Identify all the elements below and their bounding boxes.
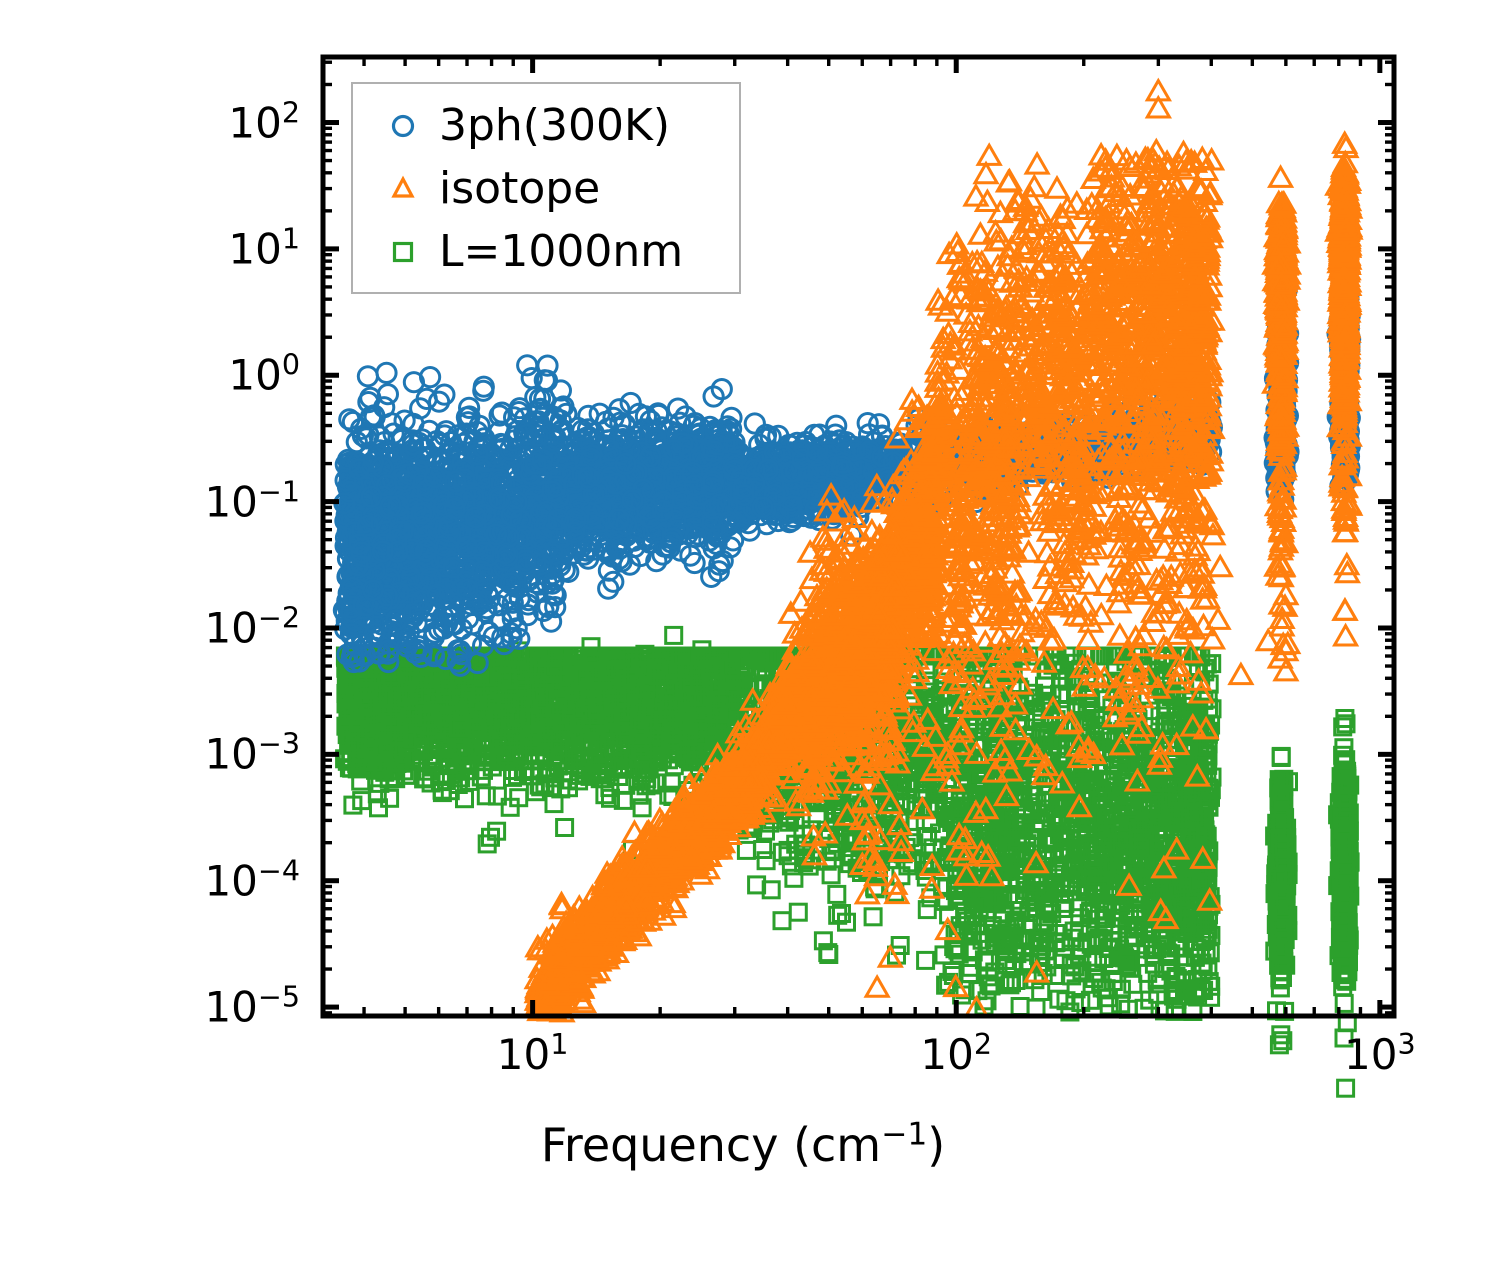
x-axis-title-exponent: −1 <box>881 1116 928 1153</box>
y-tick-label: 100 <box>228 347 300 400</box>
series-points-isotope <box>523 77 1364 1023</box>
y-tick-label: 10−4 <box>204 853 300 906</box>
legend-label-isotope: isotope <box>439 163 601 214</box>
x-axis-title: Frequency (cm−1) <box>540 1116 946 1172</box>
legend-item-3ph[interactable]: 3ph(300K) <box>367 94 725 157</box>
y-tick-label: 102 <box>228 95 300 148</box>
chart-legend: 3ph(300K) isotope L=1000nm <box>351 82 741 294</box>
x-tick-label: 103 <box>1344 1027 1416 1079</box>
legend-marker-triangle-icon <box>367 172 439 206</box>
y-tick-label: 101 <box>228 221 300 274</box>
legend-marker-circle-icon <box>367 109 439 143</box>
data-points-layer <box>332 77 1364 1098</box>
x-tick-label: 101 <box>496 1027 569 1079</box>
axes-layer <box>320 54 1397 1019</box>
x-tick-label: 102 <box>920 1027 993 1079</box>
legend-label-boundary: L=1000nm <box>439 226 684 277</box>
y-tick-label: 10−1 <box>204 474 300 527</box>
legend-item-boundary[interactable]: L=1000nm <box>367 220 725 283</box>
y-tick-label: 10−2 <box>204 600 300 653</box>
y-tick-label: 10−3 <box>204 726 300 779</box>
y-tick-label: 10−5 <box>204 979 300 1032</box>
legend-marker-square-icon <box>367 235 439 269</box>
legend-label-3ph: 3ph(300K) <box>439 100 670 151</box>
legend-item-isotope[interactable]: isotope <box>367 157 725 220</box>
